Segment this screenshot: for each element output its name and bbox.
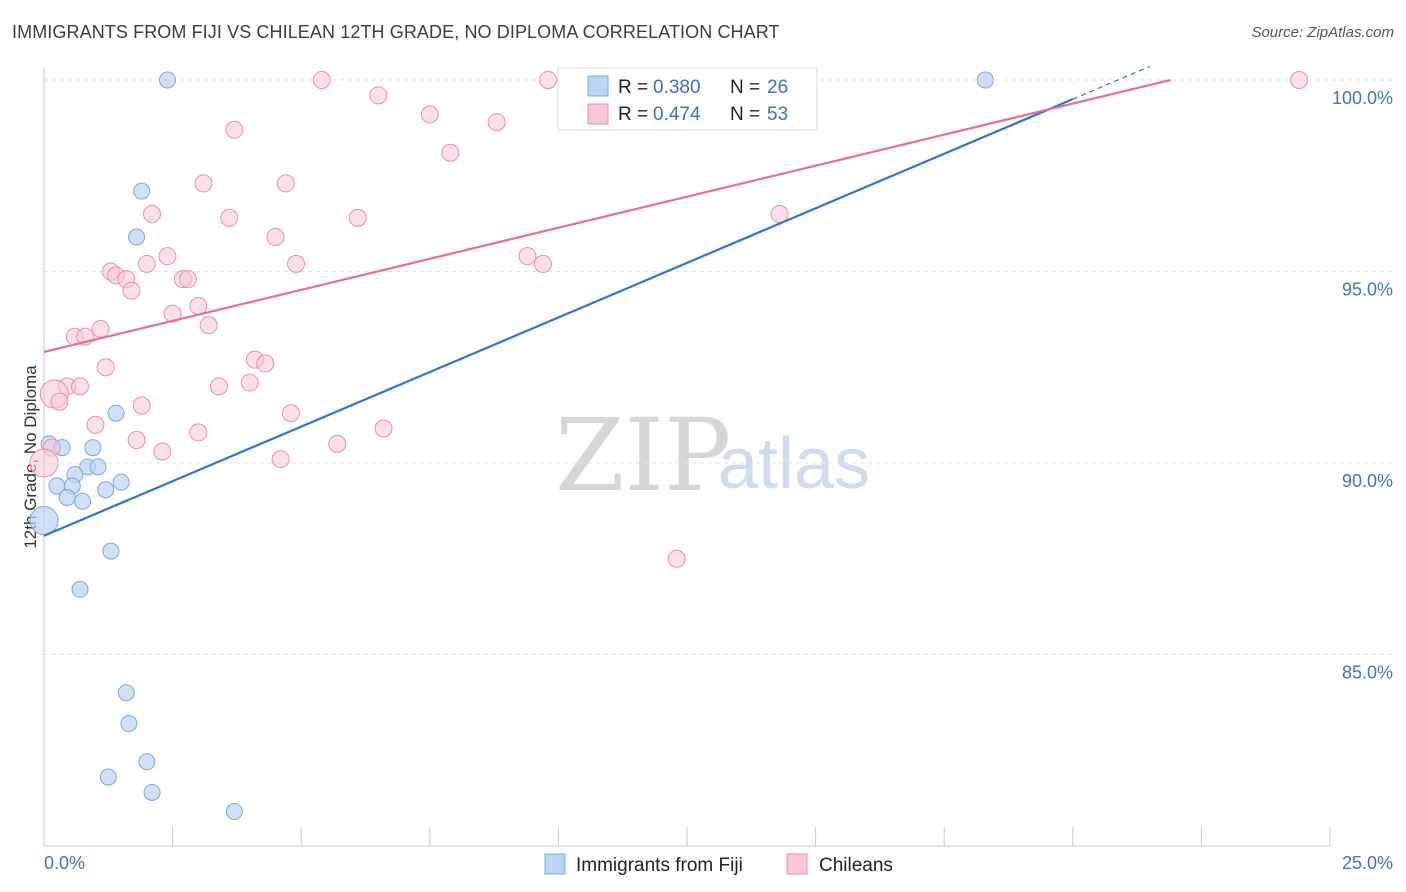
fiji-point-3 — [128, 228, 146, 246]
trend-lines — [43, 65, 1171, 537]
fiji-point-15 — [74, 492, 92, 510]
chileans-point-41 — [132, 396, 151, 415]
legend-r-label-chileans: R = — [618, 104, 648, 125]
legend-n-value-fiji: 26 — [767, 77, 788, 98]
fiji-point-25 — [225, 803, 243, 821]
chileans-point-8 — [194, 174, 213, 193]
chileans-point-5 — [487, 113, 506, 132]
fiji-point-1 — [976, 71, 994, 89]
chileans-point-50 — [271, 450, 290, 469]
chart-title: IMMIGRANTS FROM FIJI VS CHILEAN 12TH GRA… — [12, 22, 780, 42]
chileans-point-6 — [225, 120, 244, 139]
fiji-point-16 — [97, 481, 115, 499]
fiji-point-21 — [120, 714, 138, 732]
chileans-point-25 — [122, 281, 141, 300]
chileans-point-47 — [328, 434, 347, 453]
legend-n-value-chileans: 53 — [767, 104, 788, 125]
y-tick-label-85: 85.0% — [1342, 663, 1393, 683]
legend-n-label-fiji: N = — [730, 77, 760, 98]
source-label: Source: ZipAtlas.com — [1251, 24, 1394, 41]
chileans-point-12 — [348, 208, 367, 227]
y-tick-label-95: 95.0% — [1342, 280, 1393, 300]
series-legend: Immigrants from Fiji Chileans — [544, 853, 893, 876]
fiji-point-19 — [71, 580, 89, 598]
trend-line-fiji-extension — [1072, 65, 1151, 100]
fiji-point-14 — [58, 488, 76, 506]
chileans-point-0 — [312, 71, 331, 89]
fiji-point-9 — [89, 458, 107, 476]
legend-swatch-fiji — [587, 75, 609, 97]
fiji-point-18 — [102, 542, 120, 560]
chileans-point-43 — [86, 415, 105, 434]
chileans-point-46 — [127, 431, 146, 450]
chileans-point-14 — [266, 228, 285, 247]
correlation-legend: R = 0.380 N = 26 R = 0.474 N = 53 — [557, 67, 818, 131]
bottom-legend-label-fiji: Immigrants from Fiji — [576, 855, 743, 876]
series-fiji-points — [29, 71, 994, 821]
y-tick-label-100: 100.0% — [1332, 88, 1393, 108]
x-tick-label-end: 25.0% — [1342, 853, 1393, 873]
x-ticks — [43, 827, 1331, 846]
chileans-point-42 — [281, 404, 300, 423]
legend-r-value-chileans: 0.474 — [653, 104, 701, 125]
series-chileans-points — [29, 71, 1309, 568]
y-axis-label: 12th Grade, No Diploma — [21, 365, 40, 549]
chileans-point-24 — [179, 270, 198, 289]
legend-n-label-chileans: N = — [730, 104, 760, 125]
fiji-point-4 — [107, 404, 125, 422]
fiji-point-2 — [133, 182, 151, 200]
fiji-point-22 — [99, 768, 117, 786]
chileans-point-9 — [276, 174, 295, 193]
fiji-point-7 — [84, 439, 102, 457]
legend-r-label-fiji: R = — [618, 77, 648, 98]
chileans-point-11 — [220, 208, 239, 227]
chileans-point-44 — [374, 419, 393, 438]
fiji-point-13 — [112, 473, 130, 491]
chileans-point-36 — [71, 377, 90, 396]
chileans-point-49 — [153, 442, 172, 461]
chileans-point-38 — [240, 373, 259, 392]
x-tick-label-start: 0.0% — [44, 853, 85, 873]
trend-line-fiji — [43, 98, 1074, 537]
fiji-point-23 — [138, 753, 156, 771]
chileans-point-52 — [667, 549, 686, 568]
chileans-point-45 — [189, 423, 208, 442]
chileans-point-17 — [287, 254, 306, 273]
y-tick-label-90: 90.0% — [1342, 471, 1393, 491]
chileans-point-51 — [29, 448, 59, 478]
trend-line-chileans — [43, 78, 1171, 353]
chileans-point-7 — [441, 143, 460, 162]
watermark-atlas: atlas — [718, 424, 870, 504]
bottom-legend-swatch-chileans — [786, 853, 808, 875]
chileans-point-10 — [143, 205, 162, 224]
bottom-legend-swatch-fiji — [544, 853, 566, 875]
chileans-point-33 — [256, 354, 275, 373]
chileans-point-40 — [50, 392, 69, 411]
fiji-point-20 — [117, 684, 135, 702]
bottom-legend-label-chileans: Chileans — [819, 855, 893, 876]
fiji-point-24 — [143, 783, 161, 801]
chileans-point-26 — [189, 296, 208, 315]
legend-r-value-fiji: 0.380 — [653, 77, 701, 98]
chileans-point-37 — [209, 377, 228, 396]
chileans-point-29 — [91, 319, 110, 338]
chileans-point-27 — [163, 304, 182, 323]
gridlines — [44, 79, 1393, 655]
chileans-point-4 — [420, 105, 439, 124]
fiji-point-0 — [158, 71, 176, 89]
chileans-point-34 — [96, 358, 115, 377]
y-tick-labels: 85.0% 90.0% 95.0% 100.0% — [1332, 88, 1393, 683]
fiji-point-17 — [29, 505, 59, 535]
chileans-point-19 — [533, 254, 552, 273]
chileans-point-15 — [158, 247, 177, 266]
legend-swatch-chileans — [587, 103, 609, 125]
chileans-point-2 — [1290, 71, 1309, 89]
watermark-zip: ZIP — [555, 397, 731, 514]
chileans-point-16 — [137, 254, 156, 273]
chileans-point-18 — [518, 247, 537, 266]
chileans-point-1 — [539, 71, 558, 89]
chileans-point-3 — [369, 86, 388, 105]
chileans-point-28 — [199, 316, 218, 335]
